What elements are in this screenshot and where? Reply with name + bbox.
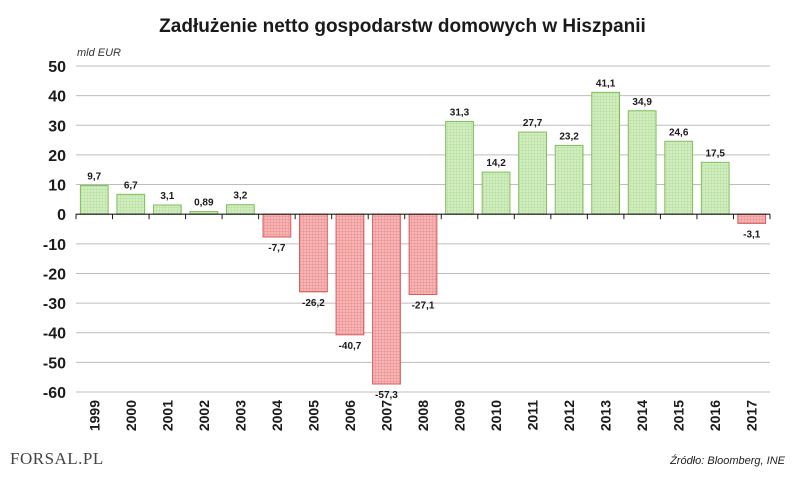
x-tick-label-2009: 2009 (452, 400, 468, 431)
x-tick-label-2001: 2001 (159, 400, 175, 431)
bar-2011 (518, 131, 547, 215)
x-tick-label-2007: 2007 (378, 400, 394, 431)
data-label-2007: -57,3 (375, 390, 398, 401)
bar-2014 (627, 110, 657, 215)
x-tick-label-2012: 2012 (561, 400, 577, 431)
data-label-2002: 0,89 (194, 198, 214, 209)
data-label-2003: 3,2 (233, 191, 247, 202)
data-label-2008: -27,1 (412, 300, 435, 311)
y-tick-label: -30 (43, 296, 66, 313)
zero-axis (75, 213, 771, 220)
data-label-2006: -40,7 (339, 341, 362, 352)
y-tick-label: -40 (43, 326, 66, 343)
data-label-2011: 27,7 (523, 118, 543, 129)
data-label-2014: 34,9 (632, 97, 652, 108)
y-tick-label: 10 (48, 178, 66, 195)
bar-2000 (116, 193, 146, 215)
y-tick-label: -60 (43, 385, 66, 402)
bar-2010 (481, 171, 511, 215)
data-label-1999: 9,7 (87, 171, 101, 182)
x-tick-label-2013: 2013 (598, 400, 614, 431)
bar-2007 (372, 213, 401, 385)
data-label-2010: 14,2 (486, 158, 506, 169)
x-tick-label-1999: 1999 (86, 400, 102, 431)
bar-1999 (79, 184, 109, 215)
bar-2006 (335, 213, 365, 336)
chart-title: Zadłużenie netto gospodarstw domowych w … (159, 16, 646, 37)
bar-2012 (554, 144, 584, 215)
data-label-2013: 41,1 (596, 78, 616, 89)
x-tick-label-2017: 2017 (744, 400, 760, 431)
y-tick-label: -20 (43, 266, 66, 283)
y-tick-label: -10 (43, 237, 66, 254)
x-tick-label-2004: 2004 (269, 400, 285, 431)
bar-2016 (700, 161, 730, 215)
y-axis-unit: mld EUR (77, 47, 122, 59)
y-axis-ticks: 50 40 30 20 10 0 -10 -20 -30 -40 -50 -60 (43, 59, 66, 402)
x-tick-label-2003: 2003 (232, 400, 248, 431)
y-tick-label: 50 (48, 59, 66, 76)
data-labels: 9,7 6,7 3,1 0,89 3,2 -7,7 -26,2 -40,7 -57,3 -27,1… (87, 78, 760, 401)
data-label-2009: 31,3 (450, 107, 470, 118)
data-label-2015: 24,6 (669, 127, 689, 138)
x-tick-label-2000: 2000 (123, 400, 139, 431)
bar-2013 (591, 91, 621, 215)
x-tick-label-2016: 2016 (707, 400, 723, 431)
data-label-2012: 23,2 (559, 131, 579, 142)
data-label-2016: 17,5 (705, 148, 725, 159)
bar-2003 (225, 204, 255, 215)
data-label-2001: 3,1 (160, 191, 174, 202)
bar-2017 (737, 213, 767, 224)
y-tick-label: 40 (48, 89, 66, 106)
bars (79, 91, 767, 385)
bar-2004 (262, 213, 292, 238)
data-label-2004: -7,7 (268, 243, 286, 254)
y-tick-label: 30 (48, 118, 66, 135)
x-tick-label-2006: 2006 (342, 400, 358, 431)
bar-2001 (152, 204, 182, 215)
x-tick-label-2011: 2011 (525, 400, 541, 431)
bar-2009 (445, 120, 474, 215)
y-tick-label: 0 (57, 207, 66, 224)
gridlines (76, 65, 770, 393)
data-label-2017: -3,1 (743, 229, 761, 240)
y-tick-label: 20 (48, 148, 66, 165)
x-tick-label-2010: 2010 (488, 400, 504, 431)
bar-2005 (299, 213, 328, 293)
data-label-2005: -26,2 (302, 298, 325, 309)
bar-2015 (664, 140, 694, 215)
bar-2008 (408, 213, 438, 295)
data-label-2000: 6,7 (124, 180, 138, 191)
x-axis-ticks: 1999 2000 2001 2002 2003 2004 2005 2006 2007 2008… (86, 400, 759, 431)
source-note: Źródło: Bloomberg, INE (670, 455, 785, 467)
forsal-logo: FORSAL.PL (10, 449, 104, 469)
x-tick-label-2008: 2008 (415, 400, 431, 431)
x-tick-label-2005: 2005 (305, 400, 321, 431)
x-tick-label-2014: 2014 (634, 400, 650, 431)
x-tick-label-2015: 2015 (671, 400, 687, 431)
y-tick-label: -50 (43, 355, 66, 372)
x-tick-label-2002: 2002 (196, 400, 212, 431)
logo-text: FORSAL.PL (10, 449, 104, 468)
